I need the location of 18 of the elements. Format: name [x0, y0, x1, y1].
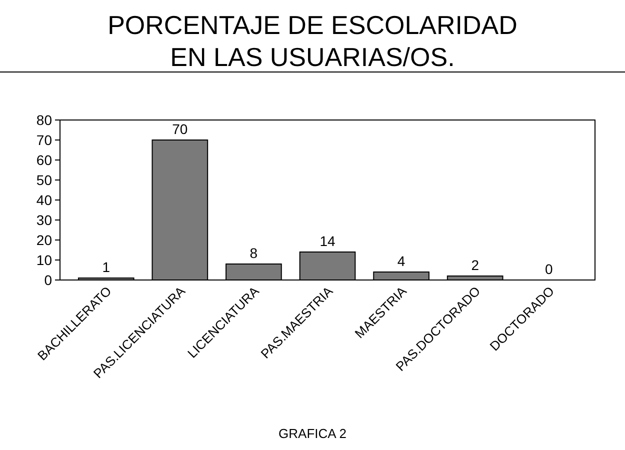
- y-tick-label: 80: [36, 112, 52, 128]
- data-label: 70: [172, 121, 188, 137]
- y-tick-label: 60: [36, 152, 52, 168]
- data-label: 4: [397, 253, 406, 269]
- data-label: 1: [102, 259, 110, 275]
- y-tick-label: 10: [36, 252, 52, 268]
- data-label: 14: [320, 233, 336, 249]
- y-tick-label: 40: [36, 192, 52, 208]
- y-tick-label: 0: [44, 272, 52, 288]
- text: GRAFICA 2: [278, 426, 346, 441]
- y-tick-label: 20: [36, 232, 52, 248]
- y-tick-label: 70: [36, 132, 52, 148]
- chart-title: PORCENTAJE DE ESCOLARIDAD EN LAS USUARIAS/OS.: [108, 10, 518, 72]
- y-tick-label: 30: [36, 212, 52, 228]
- data-label: 8: [250, 245, 258, 261]
- data-label: 0: [544, 261, 553, 277]
- data-label: 2: [471, 257, 480, 273]
- y-tick-label: 50: [36, 172, 52, 188]
